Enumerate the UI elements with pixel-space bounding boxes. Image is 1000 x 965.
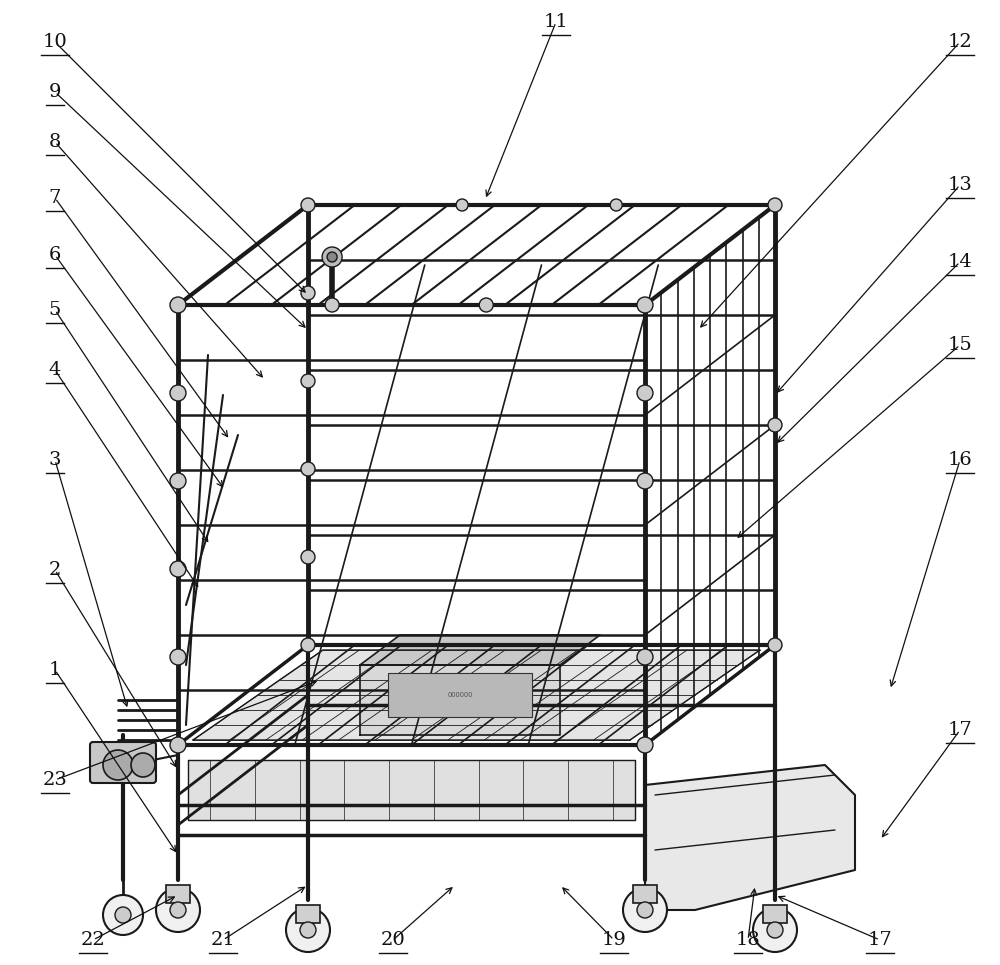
Polygon shape (645, 765, 855, 910)
Circle shape (170, 385, 186, 401)
FancyBboxPatch shape (633, 885, 657, 903)
Polygon shape (360, 635, 600, 665)
Text: 9: 9 (49, 83, 61, 101)
Circle shape (170, 473, 186, 489)
Circle shape (637, 902, 653, 918)
Text: 22: 22 (81, 931, 105, 949)
Text: 18: 18 (736, 931, 760, 949)
Circle shape (170, 297, 186, 313)
Circle shape (623, 888, 667, 932)
Text: 23: 23 (43, 771, 67, 789)
Polygon shape (193, 650, 760, 740)
Circle shape (301, 462, 315, 476)
Polygon shape (360, 665, 560, 735)
Text: 10: 10 (43, 33, 67, 51)
Circle shape (103, 895, 143, 935)
Text: 4: 4 (49, 361, 61, 379)
Text: 7: 7 (49, 189, 61, 207)
Circle shape (325, 298, 339, 312)
Text: 12: 12 (948, 33, 972, 51)
Circle shape (637, 385, 653, 401)
Circle shape (610, 199, 622, 211)
Text: 16: 16 (948, 451, 972, 469)
Text: 5: 5 (49, 301, 61, 319)
Text: OOOOOO: OOOOOO (447, 692, 473, 698)
Circle shape (322, 247, 342, 267)
Circle shape (301, 550, 315, 564)
Circle shape (637, 297, 653, 313)
Text: 15: 15 (948, 336, 972, 354)
Text: 13: 13 (948, 176, 972, 194)
Circle shape (479, 298, 493, 312)
Circle shape (170, 649, 186, 665)
Circle shape (637, 649, 653, 665)
Text: 8: 8 (49, 133, 61, 151)
Text: 17: 17 (868, 931, 892, 949)
Circle shape (753, 908, 797, 952)
Circle shape (286, 908, 330, 952)
Text: 11: 11 (544, 13, 568, 31)
FancyBboxPatch shape (388, 673, 532, 717)
Text: 6: 6 (49, 246, 61, 264)
Text: 21: 21 (211, 931, 235, 949)
FancyBboxPatch shape (166, 885, 190, 903)
Circle shape (170, 902, 186, 918)
Circle shape (301, 374, 315, 388)
Text: 2: 2 (49, 561, 61, 579)
Circle shape (327, 252, 337, 262)
Circle shape (156, 888, 200, 932)
Text: 1: 1 (49, 661, 61, 679)
Circle shape (115, 907, 131, 923)
Text: 19: 19 (602, 931, 626, 949)
Circle shape (768, 418, 782, 432)
Circle shape (768, 638, 782, 652)
Circle shape (637, 473, 653, 489)
FancyBboxPatch shape (90, 742, 156, 783)
Text: 20: 20 (381, 931, 405, 949)
Circle shape (768, 198, 782, 212)
FancyBboxPatch shape (763, 905, 787, 923)
Text: 14: 14 (948, 253, 972, 271)
Circle shape (170, 561, 186, 577)
Circle shape (131, 753, 155, 777)
Text: 17: 17 (948, 721, 972, 739)
Circle shape (300, 922, 316, 938)
Circle shape (767, 922, 783, 938)
Polygon shape (188, 760, 635, 820)
FancyBboxPatch shape (296, 905, 320, 923)
Circle shape (170, 737, 186, 753)
Circle shape (301, 286, 315, 300)
Circle shape (637, 737, 653, 753)
Circle shape (456, 199, 468, 211)
Circle shape (301, 638, 315, 652)
Text: 3: 3 (49, 451, 61, 469)
Circle shape (103, 750, 133, 780)
Circle shape (301, 198, 315, 212)
